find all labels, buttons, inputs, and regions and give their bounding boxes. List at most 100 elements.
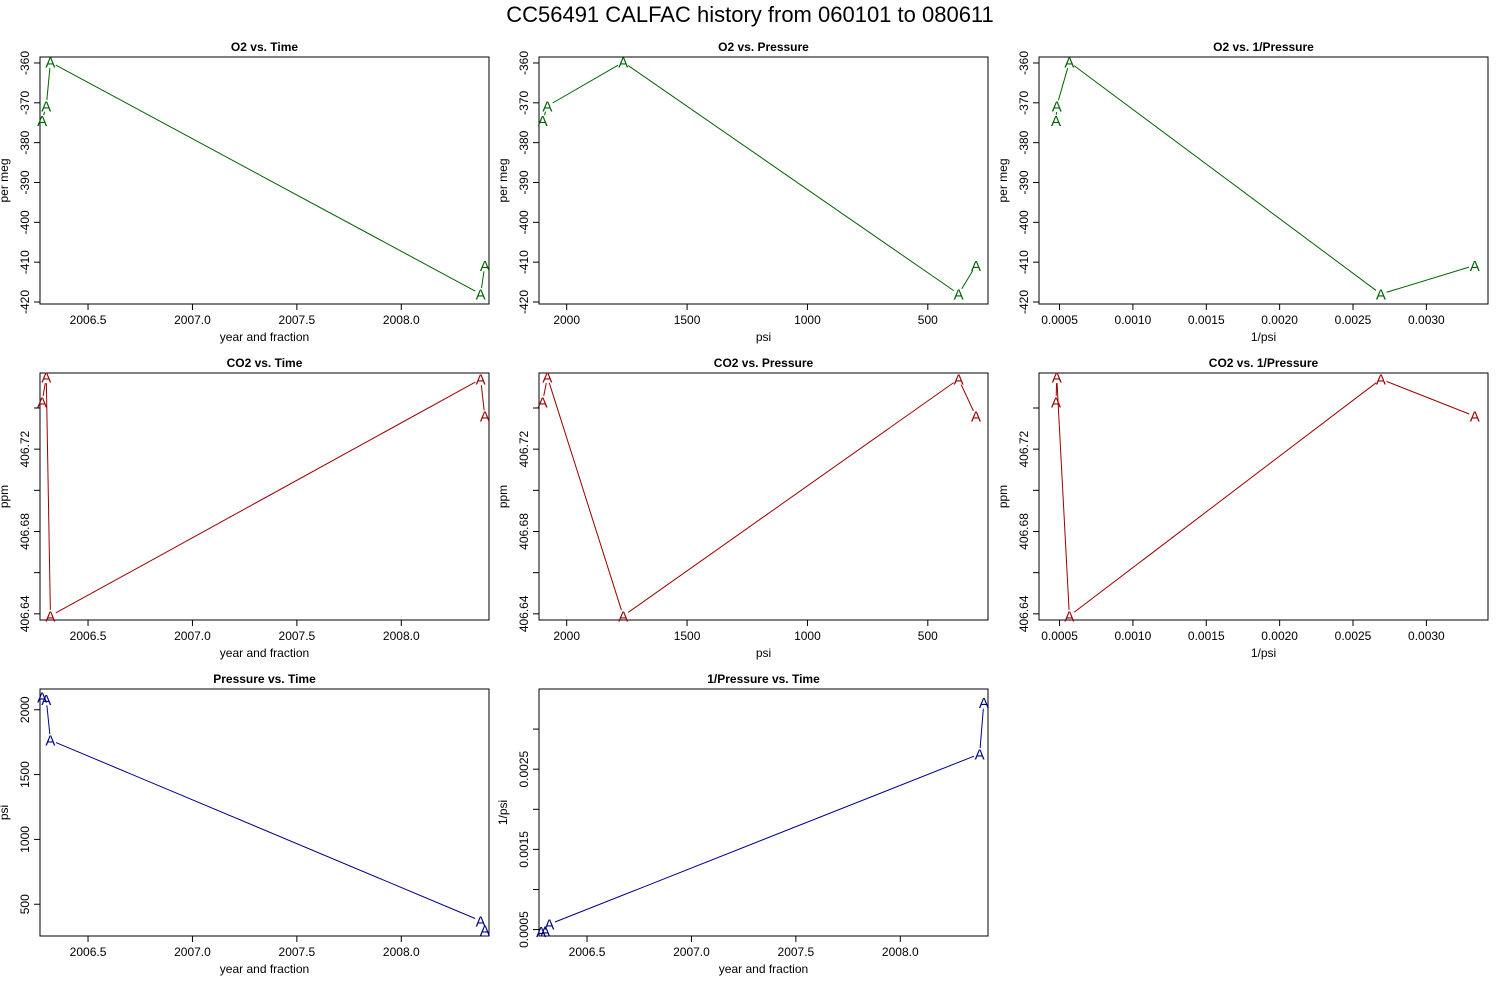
series-line-segment — [480, 385, 485, 411]
x-tick-label: 2006.5 — [70, 313, 107, 327]
series-line-segment — [1056, 383, 1070, 610]
x-tick-label: 0.0010 — [1115, 313, 1152, 327]
x-axis-label: year and fraction — [220, 646, 309, 660]
x-tick-label: 1500 — [674, 313, 701, 327]
x-tick-label: 0.0025 — [1335, 313, 1372, 327]
y-tick-label: -390 — [18, 170, 32, 194]
x-axis-label: year and fraction — [220, 330, 309, 344]
x-tick-label: 2007.0 — [174, 945, 211, 959]
y-axis-label: psi — [0, 805, 11, 820]
panel-title: CO2 vs. Pressure — [714, 356, 814, 370]
y-tick-label: -420 — [18, 290, 32, 314]
data-point-marker: A — [41, 99, 51, 116]
panel-title: Pressure vs. Time — [213, 672, 316, 686]
x-tick-label: 2007.0 — [174, 629, 211, 643]
plot-frame — [1038, 372, 1489, 621]
y-tick-label: -370 — [1017, 90, 1031, 114]
y-tick-label: 406.72 — [1017, 430, 1031, 467]
x-tick-label: 1000 — [794, 629, 821, 643]
series-line-segment — [548, 382, 622, 611]
series-line-segment — [627, 382, 955, 613]
data-point-marker: A — [476, 372, 486, 389]
series-line-segment — [960, 384, 974, 412]
y-tick-label: 406.68 — [18, 513, 32, 550]
co2-vs-pressure-panel: CO2 vs. Pressure 2000 1500 1000 500 406.64 406… — [496, 356, 989, 660]
y-tick-label: -400 — [517, 210, 531, 234]
series-line-segment — [55, 381, 476, 614]
data-point-marker: A — [1051, 113, 1061, 130]
x-tick-label: 2006.5 — [70, 629, 107, 643]
x-tick-label: 2008.0 — [383, 629, 420, 643]
series-line-segment — [55, 64, 476, 292]
x-axis-label: psi — [756, 646, 771, 660]
data-point-marker: A — [618, 55, 628, 72]
x-axis-label: 1/psi — [1251, 646, 1276, 660]
plot-frame — [538, 688, 989, 937]
y-tick-label: -390 — [517, 170, 531, 194]
x-tick-label: 0.0005 — [1041, 313, 1078, 327]
y-tick-label: 406.68 — [517, 513, 531, 550]
series-line-segment — [46, 68, 51, 101]
data-point-marker: A — [37, 394, 47, 411]
plot-frame — [39, 56, 490, 305]
o2-vs-pressure-panel: O2 vs. Pressure 2000 1500 1000 500 -420 -410 -4… — [496, 40, 989, 344]
data-point-marker: A — [1064, 608, 1074, 625]
x-axis-label: year and fraction — [719, 962, 808, 976]
y-tick-label: -410 — [517, 250, 531, 274]
data-point-marker: A — [1376, 287, 1386, 304]
x-tick-label: 0.0015 — [1188, 629, 1225, 643]
data-point-marker: A — [975, 746, 985, 763]
plot-frame — [1038, 56, 1489, 305]
data-point-marker: A — [476, 287, 486, 304]
x-tick-label: 2007.5 — [279, 945, 316, 959]
data-point-marker: A — [480, 409, 490, 426]
data-point-marker: A — [979, 695, 989, 712]
series-line-segment — [481, 271, 485, 289]
panel-title: O2 vs. 1/Pressure — [1213, 40, 1314, 54]
y-axis-label: per meg — [996, 158, 1010, 202]
series-line-segment — [43, 111, 46, 116]
y-tick-label: 406.72 — [517, 430, 531, 467]
y-tick-label: 406.64 — [18, 595, 32, 632]
data-point-marker: A — [1052, 370, 1062, 387]
o2-vs-time-panel: O2 vs. Time 2006.5 2007.0 2007.5 2008.0 -420 -… — [0, 40, 490, 344]
series-line-segment — [1386, 380, 1470, 415]
series-line-segment — [552, 64, 619, 104]
data-point-marker: A — [536, 924, 546, 941]
x-tick-label: 2007.5 — [778, 945, 815, 959]
data-point-marker: A — [37, 689, 47, 706]
data-point-marker: A — [45, 608, 55, 625]
y-tick-label: 406.64 — [1017, 595, 1031, 632]
data-point-marker: A — [37, 113, 47, 130]
panel-title: CO2 vs. 1/Pressure — [1209, 356, 1319, 370]
x-tick-label: 0.0030 — [1408, 629, 1445, 643]
y-axis-label: ppm — [496, 485, 510, 508]
x-tick-label: 2008.0 — [882, 945, 919, 959]
y-tick-label: -370 — [517, 90, 531, 114]
data-point-marker: A — [618, 608, 628, 625]
data-point-marker: A — [538, 394, 548, 411]
x-tick-label: 2007.5 — [279, 313, 316, 327]
y-tick-label: -410 — [18, 250, 32, 274]
data-point-marker: A — [542, 99, 552, 116]
data-point-marker: A — [45, 55, 55, 72]
data-point-marker: A — [971, 258, 981, 275]
data-point-marker: A — [971, 409, 981, 426]
data-point-marker: A — [45, 733, 55, 750]
series-line-segment — [55, 742, 476, 919]
data-point-marker: A — [954, 287, 964, 304]
y-tick-label: -400 — [1017, 210, 1031, 234]
y-tick-label: 0.0015 — [517, 831, 531, 868]
y-tick-label: -380 — [18, 130, 32, 154]
x-tick-label: 2006.5 — [569, 945, 606, 959]
y-axis-label: ppm — [996, 485, 1010, 508]
x-tick-label: 2007.0 — [174, 313, 211, 327]
x-tick-label: 2007.0 — [673, 945, 710, 959]
data-point-marker: A — [542, 370, 552, 387]
data-point-marker: A — [540, 924, 550, 941]
x-tick-label: 0.0010 — [1115, 629, 1152, 643]
series-line-segment — [1386, 266, 1470, 293]
data-point-marker: A — [480, 258, 490, 275]
figure-title: CC56491 CALFAC history from 060101 to 08… — [506, 2, 994, 27]
